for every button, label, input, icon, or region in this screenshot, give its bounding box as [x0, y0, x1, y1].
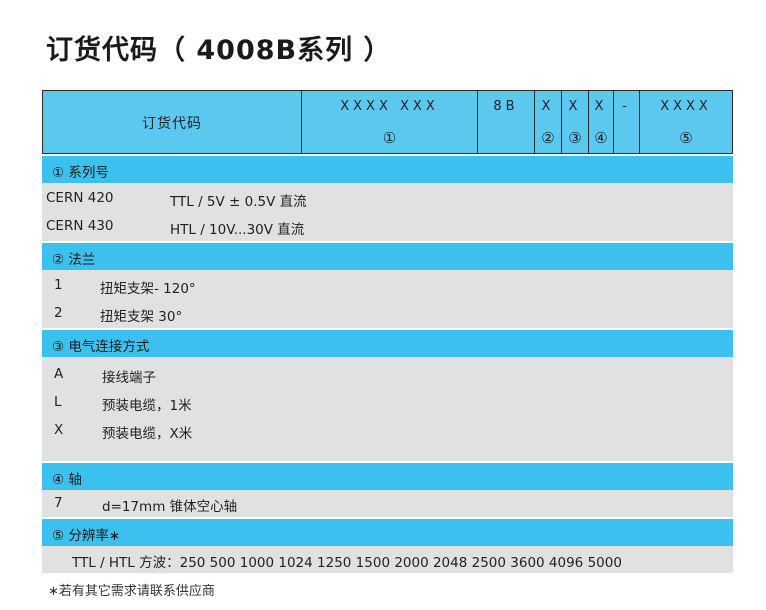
connection-row-2-code: L: [54, 394, 62, 410]
order-code-label-cell: 订货代码: [43, 91, 302, 153]
field-shaft-marker: ④: [594, 129, 608, 147]
section-flange-title: ② 法兰: [52, 252, 96, 268]
section-shaft-body: [42, 490, 733, 517]
field-resolution-placeholder: XXXX: [660, 99, 712, 114]
flange-row-1-desc: 扭矩支架- 120°: [100, 281, 196, 297]
field-connection-cell: X ③: [562, 91, 589, 153]
field-series-marker: ①: [382, 129, 397, 147]
connection-row-1-code: A: [54, 366, 64, 382]
shaft-row-1-code: 7: [54, 495, 63, 511]
section-connection-title: ③ 电气连接方式: [52, 339, 150, 355]
page-title: 订货代码（ 4008B系列 ）: [46, 35, 392, 66]
connection-row-2-desc: 预装电缆，1米: [102, 398, 192, 414]
series-row-2-desc: HTL / 10V...30V 直流: [170, 222, 305, 238]
field-shaft-placeholder: X: [594, 99, 608, 114]
field-model-code: 8B: [493, 99, 519, 114]
series-row-1-code: CERN 420: [46, 190, 114, 206]
section-series-header: ① 系列号: [42, 156, 733, 183]
field-connection-marker: ③: [568, 129, 582, 147]
footnote: ∗若有其它需求请联系供应商: [48, 584, 215, 599]
section-resolution-body: [42, 546, 733, 573]
field-resolution-cell: XXXX ⑤: [640, 91, 732, 153]
resolution-values: TTL / HTL 方波：250 500 1000 1024 1250 1500…: [72, 555, 622, 571]
series-row-2-code: CERN 430: [46, 218, 114, 234]
flange-row-1-code: 1: [54, 277, 63, 293]
section-flange-body: [42, 270, 733, 328]
connection-row-3-desc: 预装电缆，X米: [102, 426, 193, 442]
section-series-body: [42, 183, 733, 241]
section-flange-header: ② 法兰: [42, 243, 733, 270]
section-connection-body: [42, 357, 733, 461]
flange-row-2-desc: 扭矩支架 30°: [100, 309, 183, 325]
section-resolution-title: ⑤ 分辨率∗: [52, 528, 121, 544]
field-flange-marker: ②: [541, 129, 555, 147]
field-resolution-marker: ⑤: [679, 129, 693, 147]
flange-row-2-code: 2: [54, 305, 63, 321]
connection-row-1-desc: 接线端子: [102, 370, 156, 386]
section-series-title: ① 系列号: [52, 165, 109, 181]
series-row-1-desc: TTL / 5V ± 0.5V 直流: [170, 194, 307, 210]
section-shaft-title: ④ 轴: [52, 472, 82, 488]
field-connection-placeholder: X: [568, 99, 582, 114]
field-flange-placeholder: X: [541, 99, 555, 114]
connection-row-3-code: X: [54, 422, 64, 438]
field-shaft-cell: X ④: [589, 91, 614, 153]
order-code-table: 订货代码 XXXX XXX ① 8B X ② X ③ X ④ - XXXX ⑤: [42, 90, 733, 154]
field-model-cell: 8B: [478, 91, 535, 153]
section-connection-header: ③ 电气连接方式: [42, 330, 733, 357]
field-dash-cell: -: [614, 91, 640, 153]
field-flange-cell: X ②: [535, 91, 562, 153]
section-resolution-header: ⑤ 分辨率∗: [42, 519, 733, 546]
field-series-placeholder: XXXX XXX: [340, 99, 439, 114]
shaft-row-1-desc: d=17mm 锥体空心轴: [102, 499, 238, 515]
field-series-cell: XXXX XXX ①: [302, 91, 478, 153]
section-shaft-header: ④ 轴: [42, 463, 733, 490]
field-dash: -: [622, 99, 631, 114]
order-code-label: 订货代码: [142, 116, 202, 132]
